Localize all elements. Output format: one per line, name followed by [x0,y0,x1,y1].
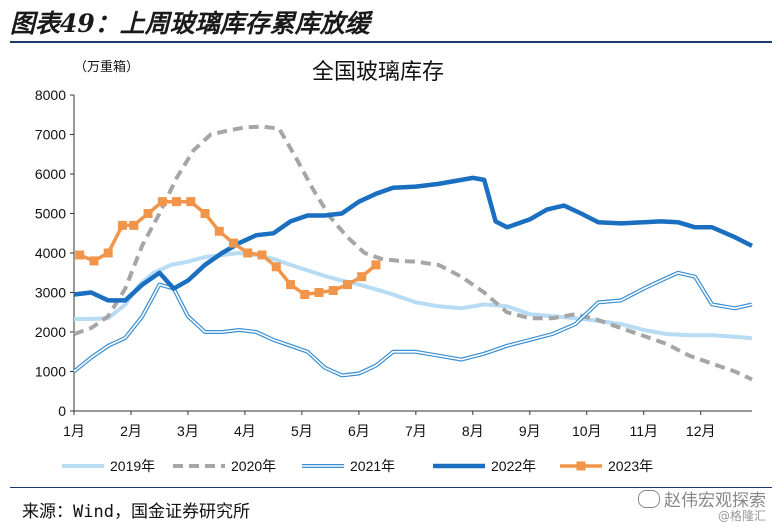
series-2022年 [73,175,754,303]
y-tick-label: 8000 [35,87,66,103]
watermark-sub: @格隆汇 [717,509,766,523]
source-note: 来源：Wind，国金证券研究所 [22,502,250,522]
data-point-marker [229,238,239,248]
data-point-marker [186,197,196,207]
legend-label: 2021年 [350,458,395,474]
data-point-marker [328,286,338,296]
x-tick-label: 9月 [519,423,541,439]
legend-item-2023年: 2023年 [560,458,653,474]
legend-label: 2023年 [608,458,653,474]
x-tick-label: 10月 [572,423,602,439]
data-point-marker [243,248,253,258]
x-tick-label: 7月 [405,423,427,439]
y-tick-label: 7000 [35,127,66,143]
chart-title: 全国玻璃库存 [312,60,444,85]
legend-label: 2022年 [491,458,536,474]
y-tick-label: 1000 [35,364,66,380]
data-point-marker [157,197,167,207]
series-line [73,175,754,303]
legend: 2019年 2020年 2021年 2022年 2023年 [62,458,653,474]
data-point-marker [89,256,99,266]
y-tick-label: 5000 [35,206,66,222]
data-point-marker [357,272,367,282]
series-2023年 [75,197,381,299]
axes: 0 1000 2000 3000 4000 5000 6000 7000 8000 1月 2月 3月 4… [35,87,752,439]
unit-label: （万重箱） [74,59,139,75]
legend-label: 2019年 [110,458,155,474]
x-tick-label: 3月 [177,423,199,439]
x-tick-label: 2月 [120,423,142,439]
data-point-marker [300,289,310,299]
y-tick-label: 6000 [35,166,66,182]
legend-label: 2020年 [231,458,276,474]
data-point-marker [286,280,296,290]
data-point-marker [314,288,324,297]
data-point-marker [371,260,381,270]
x-tick-label: 6月 [348,423,370,439]
legend-item-2020年: 2020年 [173,458,276,474]
series-line [73,124,753,382]
x-tick-label: 1月 [63,423,85,439]
data-point-marker [271,262,281,272]
top-rule [10,41,772,43]
x-tick-label: 5月 [291,423,313,439]
x-tick-label: 11月 [629,423,658,439]
series-2020年 [73,124,753,382]
y-tick-label: 3000 [35,285,66,301]
legend-item-2022年: 2022年 [433,458,536,474]
x-tick-label: 12月 [686,423,716,439]
watermark-text: 赵伟宏观探索 [664,491,766,511]
bottom-rule [10,487,772,488]
data-point-marker [200,209,210,218]
x-tick-label: 4月 [234,423,256,439]
data-point-marker [143,209,153,218]
y-tick-label: 0 [58,403,66,419]
wechat-icon [638,489,660,508]
data-point-marker [117,220,127,230]
series-2019年 [74,251,753,341]
data-point-marker [129,220,139,230]
series-line [79,199,378,297]
data-point-marker [103,248,113,258]
y-tick-label: 4000 [35,245,66,261]
data-point-marker [214,226,224,236]
legend-item-2019年: 2019年 [62,458,155,474]
data-point-marker [342,280,352,290]
series-group [72,124,754,382]
x-tick-label: 8月 [462,423,484,439]
legend-item-2021年: 2021年 [302,458,395,474]
data-point-marker [75,250,85,260]
legend-swatch-marker [576,461,586,471]
y-tick-label: 2000 [35,324,66,340]
line-chart: 全国玻璃库存 （万重箱） 0 1000 2000 3000 4000 5000 6000 70… [35,59,754,474]
data-point-marker [257,250,267,260]
data-point-marker [172,197,182,207]
watermark: 赵伟宏观探索 [638,486,766,511]
series-line [74,251,753,341]
figure-title: 图表49：上周玻璃库存累库放缓 [10,9,370,38]
